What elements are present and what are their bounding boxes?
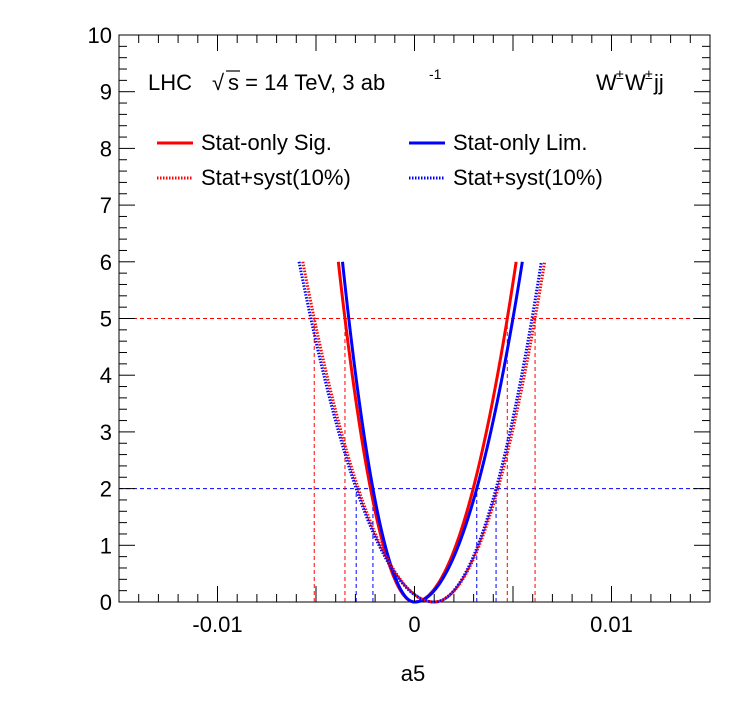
axis-ticks (118, 34, 711, 603)
x-axis-label: a5 (401, 661, 425, 686)
sqrt-symbol: √ (212, 70, 225, 95)
legend-label-stat-only-lim: Stat-only Lim. (453, 130, 588, 155)
curve-stat-syst-10-lim- (297, 261, 543, 604)
energy-annotation: LHC √ s = 14 TeV, 3 ab -1 (148, 66, 442, 95)
y-tick-label: 4 (100, 363, 112, 388)
x-tick-label: 0 (408, 612, 420, 637)
x-tick-label: -0.01 (192, 612, 242, 637)
x-tick-label: 0.01 (590, 612, 633, 637)
y-tick-label: 1 (100, 533, 112, 558)
process-pm1: ± (616, 66, 624, 82)
curve-stat-only-lim- (341, 261, 524, 604)
y-tick-label: 5 (100, 307, 112, 332)
axis-tick-labels: -0.01 0 0.01 0 1 2 3 4 5 6 7 8 9 10 (88, 23, 633, 637)
process-w1: W (596, 70, 617, 95)
energy-annotation-text: s = 14 TeV, 3 ab (228, 70, 385, 95)
process-jj: jj (653, 70, 664, 95)
y-tick-label: 8 (100, 136, 112, 161)
lumi-exponent: -1 (429, 66, 442, 82)
legend: Stat-only Sig. Stat-only Lim. Stat+syst(… (157, 130, 603, 190)
process-annotation: W ± W ± jj (596, 66, 664, 95)
y-tick-label: 6 (100, 250, 112, 275)
y-tick-label: 7 (100, 193, 112, 218)
y-tick-label: 0 (100, 590, 112, 615)
y-tick-label: 2 (100, 477, 112, 502)
curves (297, 261, 547, 604)
y-tick-label: 10 (88, 23, 112, 48)
y-tick-label: 9 (100, 80, 112, 105)
process-pm2: ± (645, 66, 653, 82)
process-w2: W (625, 70, 646, 95)
legend-label-syst-lim: Stat+syst(10%) (453, 165, 603, 190)
threshold-lines (119, 318, 710, 490)
legend-label-stat-only-sig: Stat-only Sig. (201, 130, 332, 155)
energy-annotation-prefix: LHC (148, 70, 198, 95)
y-tick-label: 3 (100, 420, 112, 445)
legend-label-syst-sig: Stat+syst(10%) (201, 165, 351, 190)
